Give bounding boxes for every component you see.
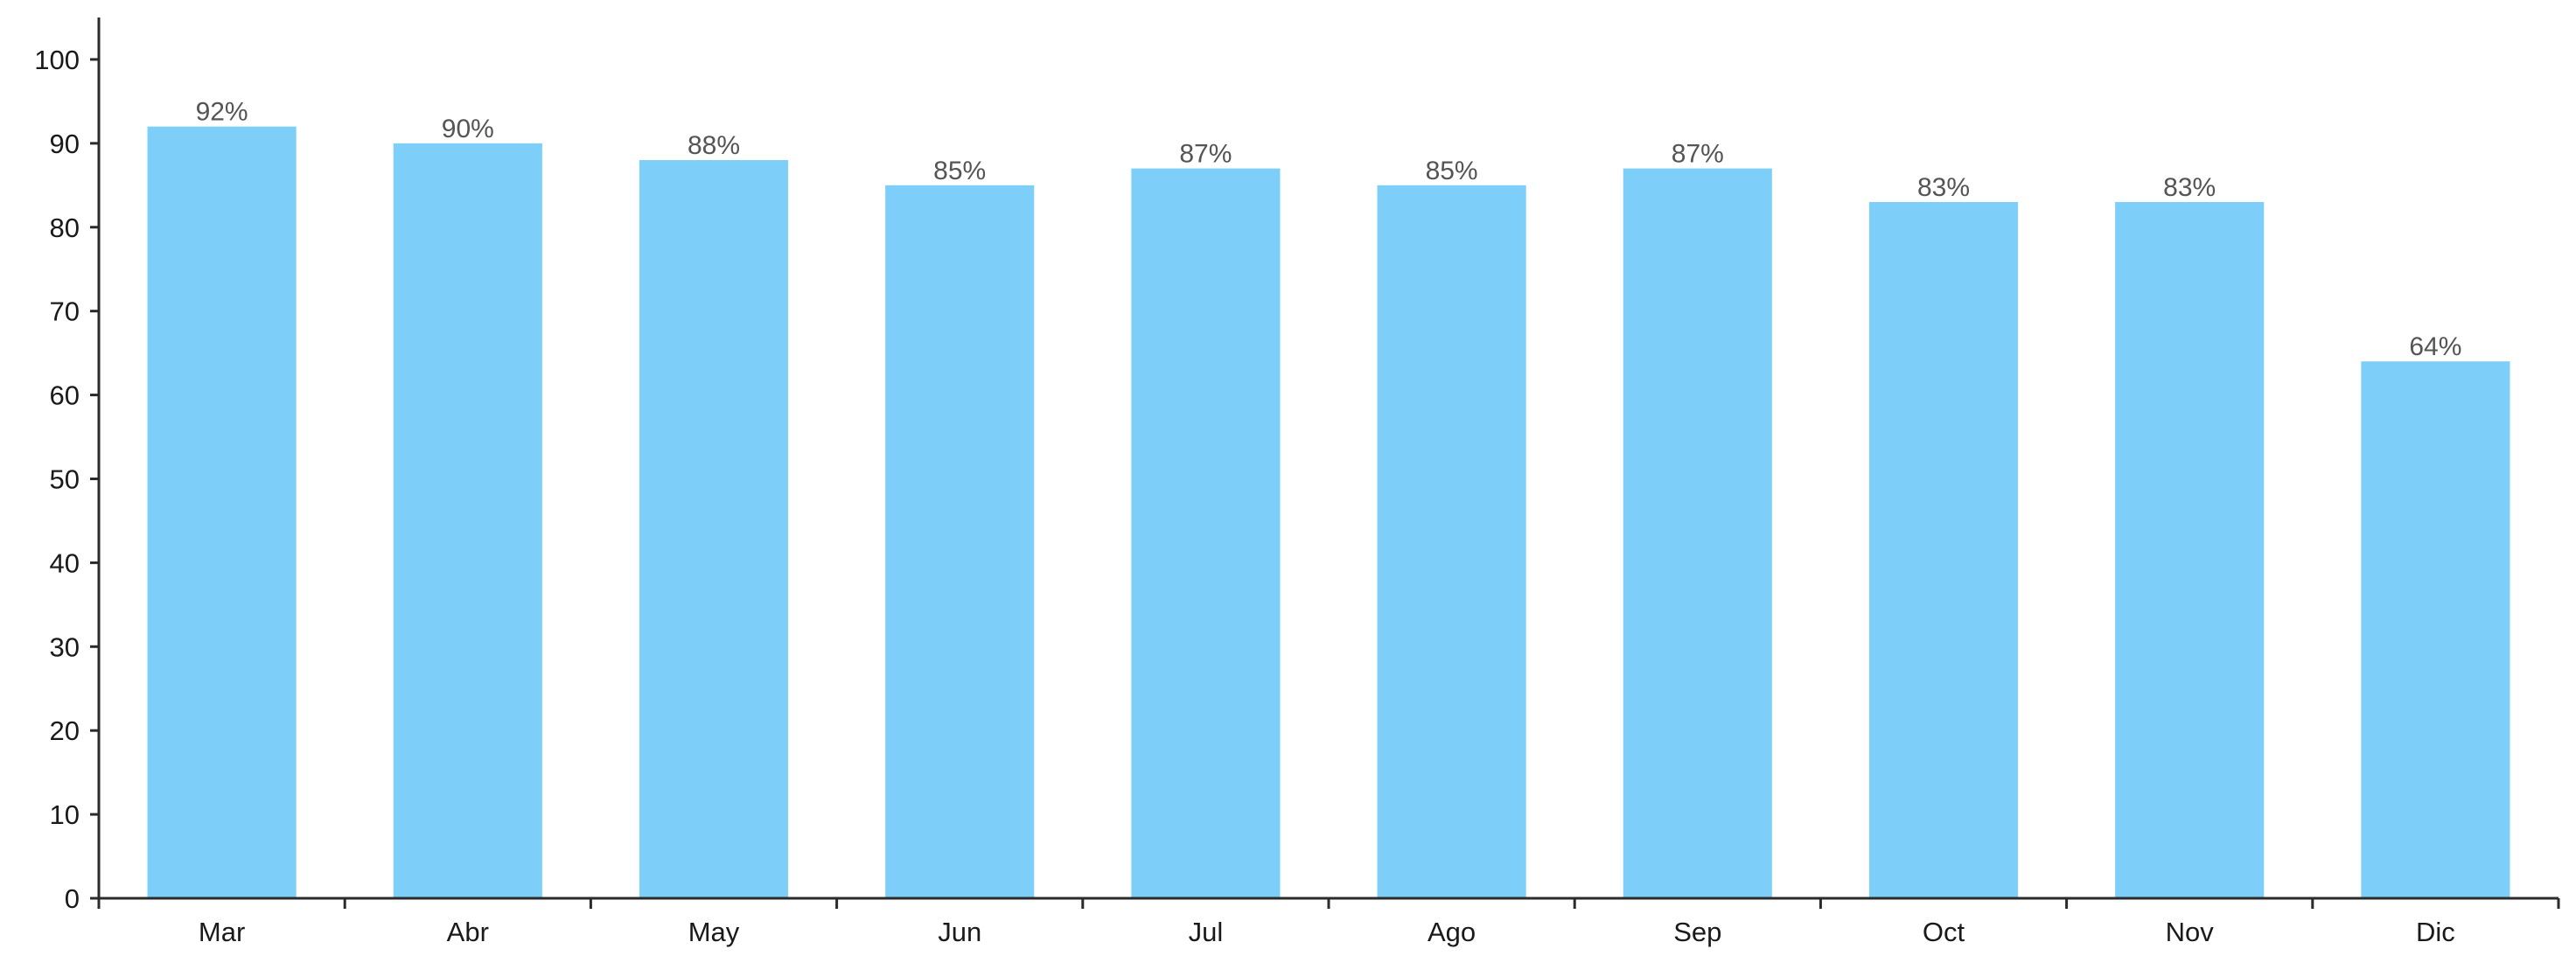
bar-jun xyxy=(885,185,1035,898)
x-tick-label-jul: Jul xyxy=(1189,917,1224,947)
data-label-mar: 92% xyxy=(196,98,248,127)
bar-nov xyxy=(2115,201,2265,899)
data-label-jun: 85% xyxy=(933,157,986,185)
y-tick-label-10: 10 xyxy=(50,799,80,830)
y-tick-label-40: 40 xyxy=(50,548,80,578)
y-tick-label-70: 70 xyxy=(50,297,80,327)
bar-dic xyxy=(2361,361,2510,899)
bar-sep xyxy=(1623,168,1772,898)
data-label-nov: 83% xyxy=(2163,173,2216,202)
data-label-ago: 85% xyxy=(1426,157,1478,185)
data-label-may: 88% xyxy=(688,131,740,160)
y-tick-label-30: 30 xyxy=(50,632,80,662)
bar-jul xyxy=(1131,168,1281,898)
bar-may xyxy=(639,160,789,899)
data-label-dic: 64% xyxy=(2409,332,2461,361)
x-tick-label-sep: Sep xyxy=(1673,917,1721,947)
data-label-sep: 87% xyxy=(1672,140,1724,169)
y-tick-label-90: 90 xyxy=(50,129,80,159)
data-labels-layer: 92% 90% 88% 85% 87% 85% 87% 83% 83% 64% xyxy=(196,98,2462,362)
bars-layer xyxy=(147,126,2510,899)
x-axis: Mar Abr May Jun Jul Ago Sep Oct Nov Dic xyxy=(97,897,2560,947)
x-tick-label-nov: Nov xyxy=(2166,917,2215,947)
y-axis: 0 10 20 30 40 50 60 70 80 90 100 xyxy=(34,17,101,914)
x-tick-label-dic: Dic xyxy=(2416,917,2455,947)
x-tick-label-mar: Mar xyxy=(199,917,245,947)
x-tick-label-oct: Oct xyxy=(1923,917,1965,947)
y-tick-label-60: 60 xyxy=(50,380,80,411)
x-tick-label-may: May xyxy=(688,917,740,947)
y-tick-label-100: 100 xyxy=(34,45,80,75)
bar-mar xyxy=(147,126,297,898)
bar-oct xyxy=(1868,201,2019,899)
x-tick-label-abr: Abr xyxy=(447,917,489,947)
data-label-abr: 90% xyxy=(442,115,494,143)
bar-ago xyxy=(1377,185,1526,898)
y-tick-label-50: 50 xyxy=(50,464,80,494)
x-tick-label-ago: Ago xyxy=(1428,917,1476,947)
data-label-jul: 87% xyxy=(1179,140,1232,169)
y-tick-label-20: 20 xyxy=(50,715,80,746)
y-tick-label-80: 80 xyxy=(50,213,80,243)
bar-abr xyxy=(393,143,542,899)
x-tick-label-jun: Jun xyxy=(938,917,981,947)
y-tick-label-0: 0 xyxy=(65,883,80,914)
data-label-oct: 83% xyxy=(1917,173,1970,202)
